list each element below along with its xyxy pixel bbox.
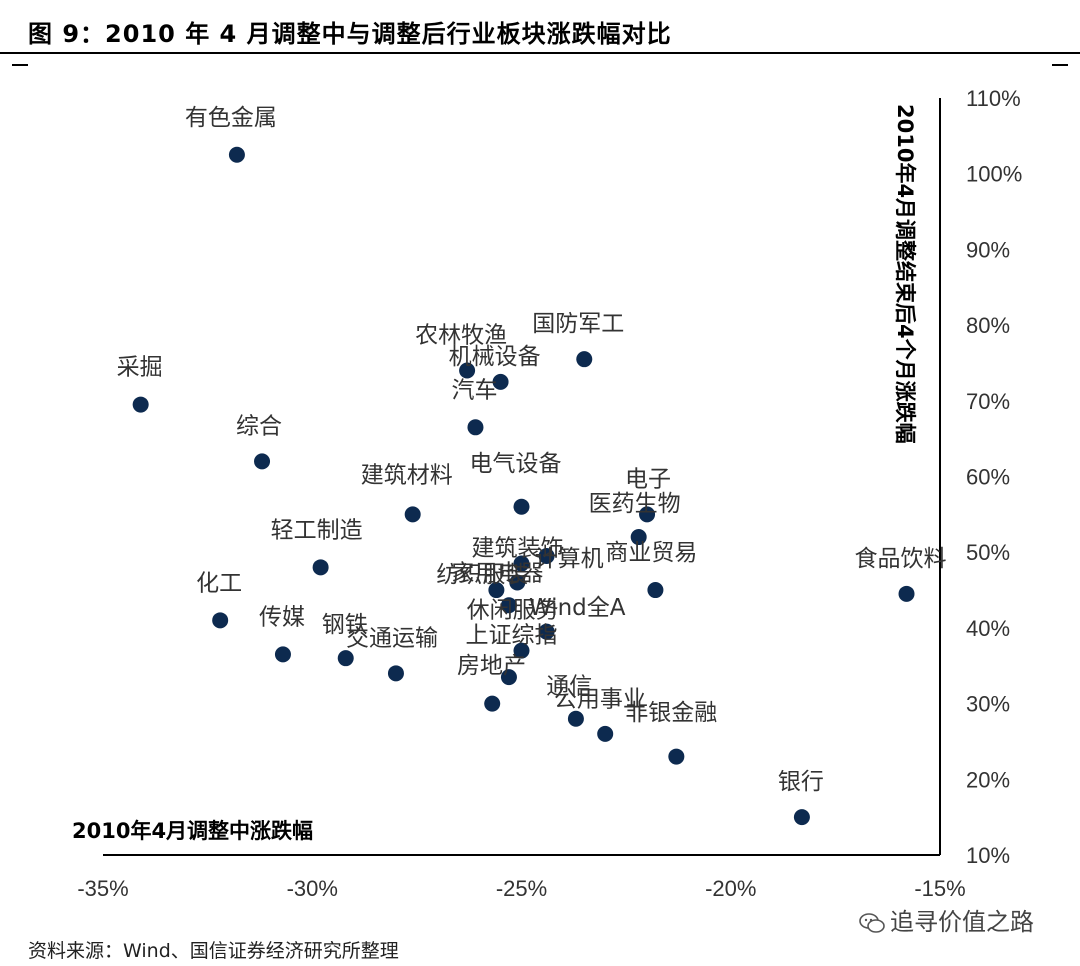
y-tick-label: 30% — [966, 692, 1010, 717]
watermark: 追寻价值之路 — [858, 902, 1034, 937]
point-label: 交通运输 — [346, 625, 438, 651]
data-point — [513, 642, 530, 659]
data-point — [500, 597, 517, 614]
data-point — [500, 669, 517, 686]
data-point — [509, 574, 526, 591]
x-tick-label: -35% — [77, 876, 128, 901]
y-tick-label: 40% — [966, 616, 1010, 641]
y-tick-label: 60% — [966, 465, 1010, 490]
point-label: 电子 — [625, 466, 671, 492]
data-point — [228, 146, 245, 163]
data-point — [538, 547, 555, 564]
y-tick-label: 70% — [966, 389, 1010, 414]
point-label: 国防军工 — [532, 311, 624, 337]
data-point — [538, 623, 555, 640]
data-point — [387, 665, 404, 682]
y-tick-label: 50% — [966, 540, 1010, 565]
point-label: 建筑材料 — [361, 462, 453, 488]
rule-tick-right — [1052, 64, 1068, 66]
x-tick-label: -15% — [914, 876, 965, 901]
point-label: 上证综指 — [466, 623, 558, 649]
point-label: 钢铁 — [322, 612, 368, 638]
point-label: 通信 — [546, 674, 592, 700]
y-tick-label: 20% — [966, 767, 1010, 792]
data-point — [513, 498, 530, 515]
point-label: 医药生物 — [589, 491, 681, 517]
point-label: 轻工制造 — [271, 517, 363, 543]
data-point — [567, 710, 584, 727]
point-label: 商业贸易 — [605, 540, 697, 566]
data-point — [212, 612, 229, 629]
watermark-text: 追寻价值之路 — [890, 908, 1034, 936]
data-point — [404, 506, 421, 523]
point-label: 休闲服务 — [467, 598, 559, 624]
data-point — [513, 555, 530, 572]
data-point — [898, 585, 915, 602]
y-tick-label: 110% — [966, 86, 1021, 111]
data-point — [337, 650, 354, 667]
y-tick-label: 90% — [966, 237, 1010, 262]
point-label: 食品饮料 — [855, 546, 947, 572]
point-label: 建筑装饰 — [472, 536, 564, 562]
point-label: 计算机 — [535, 546, 604, 572]
data-point — [488, 582, 505, 599]
x-tick-label: -30% — [287, 876, 338, 901]
point-label: 非银金融 — [625, 700, 717, 726]
point-label: 纺织服装 — [436, 562, 528, 588]
y-tick-label: 80% — [966, 313, 1010, 338]
data-point — [467, 419, 484, 436]
data-point — [639, 506, 656, 523]
data-point — [793, 809, 810, 826]
data-point — [312, 559, 329, 576]
point-label: 电气设备 — [470, 451, 562, 477]
point-label: 农林牧渔 — [415, 323, 507, 349]
point-label: 机械设备 — [449, 344, 541, 370]
rule-tick-left — [12, 64, 28, 66]
x-tick-label: -20% — [705, 876, 756, 901]
data-point — [459, 362, 476, 379]
data-point — [647, 582, 664, 599]
x-axis-label: 2010年4月调整中涨跌幅 — [72, 819, 313, 843]
data-point — [597, 725, 614, 742]
point-label: 综合 — [236, 413, 282, 439]
y-axis-label: 2010年4月调整结束后4个月涨跌幅 — [893, 104, 917, 444]
wechat-icon — [859, 913, 885, 933]
point-label: 银行 — [778, 769, 824, 795]
data-point — [132, 396, 149, 413]
point-label: 采掘 — [117, 355, 163, 381]
point-label: 有色金属 — [185, 105, 277, 131]
data-point — [630, 529, 647, 546]
data-point — [254, 453, 271, 470]
source-note: 资料来源：Wind、国信证券经济研究所整理 — [28, 940, 399, 962]
title-rule — [0, 52, 1080, 54]
point-label: 汽车 — [451, 377, 497, 403]
data-point — [274, 646, 291, 663]
point-label: 化工 — [196, 570, 242, 596]
page-title: 图 9：2010 年 4 月调整中与调整后行业板块涨跌幅对比 — [28, 20, 672, 48]
x-tick-label: -25% — [496, 876, 547, 901]
point-label: 传媒 — [259, 604, 305, 630]
data-point — [668, 748, 685, 765]
point-label: 房地产 — [457, 653, 526, 679]
y-tick-label: 100% — [966, 162, 1022, 187]
data-point — [492, 373, 509, 390]
point-label: 公用事业 — [554, 687, 646, 713]
data-point — [576, 351, 593, 368]
point-label: Wind全A — [529, 595, 626, 621]
y-tick-label: 10% — [966, 843, 1010, 868]
data-point — [484, 695, 501, 712]
